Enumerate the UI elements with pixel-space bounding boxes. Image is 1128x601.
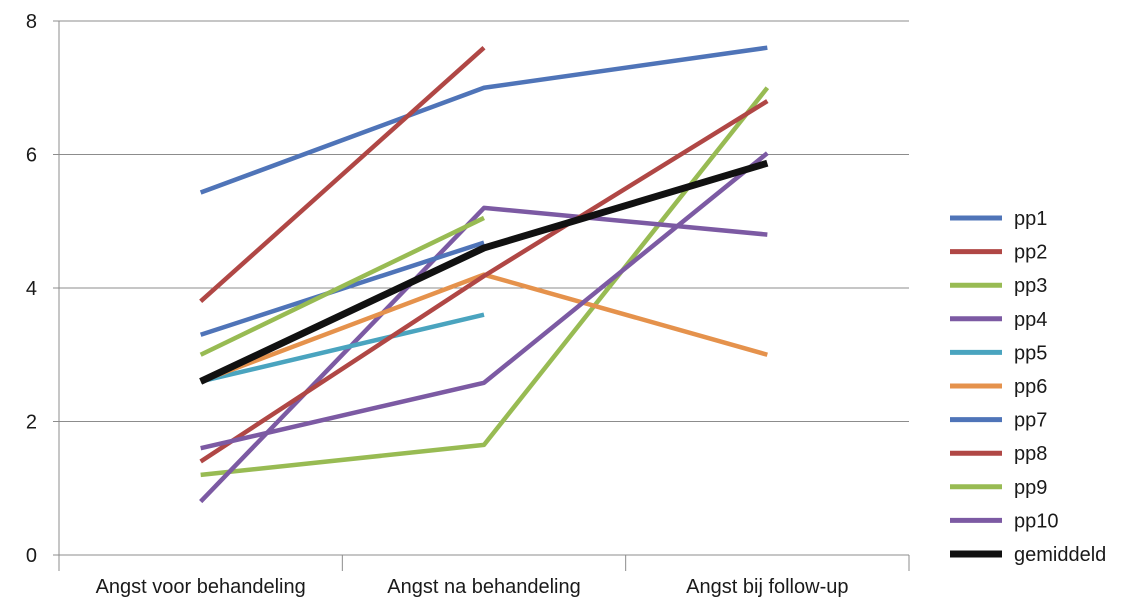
- legend-label-pp6: pp6: [1014, 376, 1047, 398]
- series-line-pp9: [199, 215, 485, 357]
- legend-label-pp3: pp3: [1014, 275, 1047, 297]
- axes: [53, 20, 910, 571]
- series-lines: [199, 45, 770, 504]
- y-tick-label: 4: [26, 278, 37, 300]
- legend-label-pp8: pp8: [1014, 443, 1047, 465]
- legend: pp1 pp2 pp3 pp4 pp5 pp6 pp7 pp8 pp9 pp10 gemiddeld: [950, 208, 1106, 566]
- series-line-pp6: [199, 272, 768, 384]
- x-axis-ticks: Angst voor behandeling Angst na behandeli…: [96, 576, 849, 598]
- series-line-gemiddeld: [199, 159, 769, 385]
- x-tick-label: Angst voor behandeling: [96, 576, 306, 598]
- series-line-pp10: [200, 151, 769, 451]
- y-tick-label: 0: [26, 545, 37, 567]
- legend-label-pp7: pp7: [1014, 410, 1047, 432]
- x-tick-label: Angst bij follow-up: [686, 576, 848, 598]
- y-tick-label: 2: [26, 412, 37, 434]
- legend-label-gemiddeld: gemiddeld: [1014, 544, 1106, 566]
- x-tick-label: Angst na behandeling: [387, 576, 581, 598]
- y-tick-label: 6: [26, 145, 37, 167]
- series-line-pp1: [199, 45, 768, 195]
- legend-label-pp10: pp10: [1014, 510, 1059, 532]
- series-line-pp4: [199, 205, 768, 504]
- series-line-pp8: [199, 99, 769, 464]
- series-line-pp3: [200, 86, 770, 478]
- legend-label-pp2: pp2: [1014, 242, 1047, 264]
- y-axis-ticks: 0 2 4 6 8: [26, 11, 37, 567]
- legend-label-pp4: pp4: [1014, 309, 1047, 331]
- grid-lines: [59, 20, 909, 422]
- legend-label-pp9: pp9: [1014, 477, 1047, 499]
- series-line-pp5: [200, 312, 485, 384]
- y-tick-label: 8: [26, 11, 37, 33]
- series-line-pp2: [199, 46, 486, 304]
- legend-label-pp1: pp1: [1014, 208, 1047, 230]
- legend-label-pp5: pp5: [1014, 342, 1047, 364]
